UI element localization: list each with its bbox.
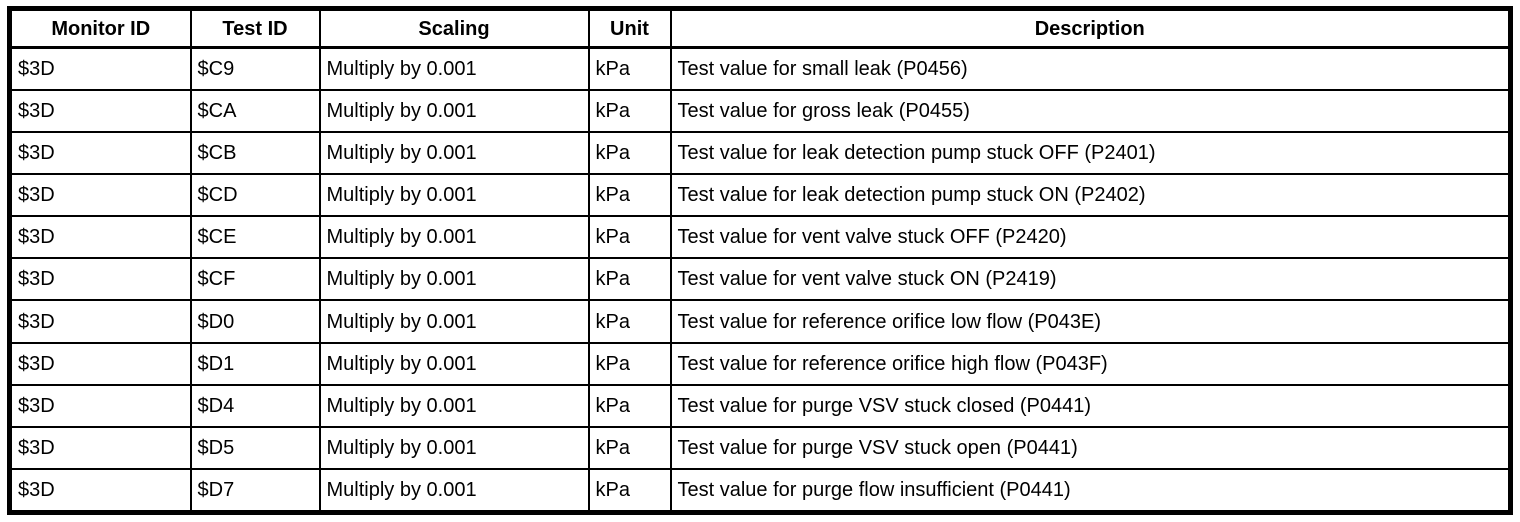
- table-header: Monitor ID Test ID Scaling Unit Description: [8, 7, 1512, 49]
- cell-scaling: Multiply by 0.001: [318, 46, 590, 92]
- table-row: $3D $CE Multiply by 0.001 kPa Test value for…: [8, 215, 1512, 260]
- cell-scaling: Multiply by 0.001: [318, 383, 590, 428]
- cell-monitor-id: $3D: [8, 341, 192, 386]
- cell-scaling: Multiply by 0.001: [318, 173, 590, 218]
- cell-test-id: $CB: [189, 131, 321, 176]
- table-row: $3D $D7 Multiply by 0.001 kPa Test value for…: [8, 467, 1512, 514]
- table-row: $3D $D4 Multiply by 0.001 kPa Test value for…: [8, 383, 1512, 428]
- cell-unit: kPa: [587, 257, 672, 302]
- cell-description: Test value for reference orifice low flo…: [669, 299, 1512, 344]
- cell-monitor-id: $3D: [8, 425, 192, 470]
- table-row: $3D $CB Multiply by 0.001 kPa Test value for…: [8, 131, 1512, 176]
- cell-description: Test value for reference orifice high fl…: [669, 341, 1512, 386]
- cell-description: Test value for small leak (P0456): [669, 46, 1512, 92]
- cell-unit: kPa: [587, 341, 672, 386]
- column-header-scaling: Scaling: [318, 7, 590, 49]
- cell-description: Test value for gross leak (P0455): [669, 89, 1512, 134]
- cell-scaling: Multiply by 0.001: [318, 131, 590, 176]
- cell-scaling: Multiply by 0.001: [318, 299, 590, 344]
- cell-test-id: $CF: [189, 257, 321, 302]
- cell-monitor-id: $3D: [8, 299, 192, 344]
- cell-monitor-id: $3D: [8, 173, 192, 218]
- cell-monitor-id: $3D: [8, 89, 192, 134]
- cell-description: Test value for purge VSV stuck open (P04…: [669, 425, 1512, 470]
- cell-description: Test value for vent valve stuck OFF (P24…: [669, 215, 1512, 260]
- table-row: $3D $CD Multiply by 0.001 kPa Test value for…: [8, 173, 1512, 218]
- cell-test-id: $D5: [189, 425, 321, 470]
- cell-unit: kPa: [587, 131, 672, 176]
- cell-description: Test value for purge VSV stuck closed (P…: [669, 383, 1512, 428]
- cell-description: Test value for vent valve stuck ON (P241…: [669, 257, 1512, 302]
- table-row: $3D $D0 Multiply by 0.001 kPa Test value for…: [8, 299, 1512, 344]
- cell-monitor-id: $3D: [8, 383, 192, 428]
- cell-unit: kPa: [587, 46, 672, 92]
- cell-scaling: Multiply by 0.001: [318, 215, 590, 260]
- cell-monitor-id: $3D: [8, 215, 192, 260]
- table-row: $3D $CF Multiply by 0.001 kPa Test value for…: [8, 257, 1512, 302]
- table-row: $3D $D1 Multiply by 0.001 kPa Test value for…: [8, 341, 1512, 386]
- cell-test-id: $CA: [189, 89, 321, 134]
- cell-test-id: $D0: [189, 299, 321, 344]
- cell-unit: kPa: [587, 467, 672, 514]
- column-header-unit: Unit: [587, 7, 672, 49]
- cell-scaling: Multiply by 0.001: [318, 257, 590, 302]
- table-body: $3D $C9 Multiply by 0.001 kPa Test value for…: [8, 46, 1512, 514]
- cell-unit: kPa: [587, 173, 672, 218]
- cell-test-id: $D7: [189, 467, 321, 514]
- cell-monitor-id: $3D: [8, 257, 192, 302]
- cell-description: Test value for leak detection pump stuck…: [669, 131, 1512, 176]
- cell-unit: kPa: [587, 383, 672, 428]
- table-row: $3D $D5 Multiply by 0.001 kPa Test value for…: [8, 425, 1512, 470]
- cell-test-id: $CE: [189, 215, 321, 260]
- cell-scaling: Multiply by 0.001: [318, 341, 590, 386]
- cell-scaling: Multiply by 0.001: [318, 89, 590, 134]
- header-row: Monitor ID Test ID Scaling Unit Description: [8, 7, 1512, 49]
- cell-unit: kPa: [587, 215, 672, 260]
- table-row: $3D $CA Multiply by 0.001 kPa Test value for…: [8, 89, 1512, 134]
- column-header-description: Description: [669, 7, 1512, 49]
- column-header-test-id: Test ID: [189, 7, 321, 49]
- cell-unit: kPa: [587, 299, 672, 344]
- column-header-monitor-id: Monitor ID: [8, 7, 192, 49]
- test-data-table: Monitor ID Test ID Scaling Unit Description …: [7, 6, 1513, 515]
- cell-monitor-id: $3D: [8, 131, 192, 176]
- cell-unit: kPa: [587, 89, 672, 134]
- cell-monitor-id: $3D: [8, 467, 192, 514]
- cell-scaling: Multiply by 0.001: [318, 467, 590, 514]
- cell-test-id: $D1: [189, 341, 321, 386]
- cell-monitor-id: $3D: [8, 46, 192, 92]
- cell-test-id: $D4: [189, 383, 321, 428]
- cell-scaling: Multiply by 0.001: [318, 425, 590, 470]
- cell-description: Test value for purge flow insufficient (…: [669, 467, 1512, 514]
- cell-test-id: $C9: [189, 46, 321, 92]
- cell-unit: kPa: [587, 425, 672, 470]
- table-row: $3D $C9 Multiply by 0.001 kPa Test value for…: [8, 46, 1512, 92]
- cell-test-id: $CD: [189, 173, 321, 218]
- cell-description: Test value for leak detection pump stuck…: [669, 173, 1512, 218]
